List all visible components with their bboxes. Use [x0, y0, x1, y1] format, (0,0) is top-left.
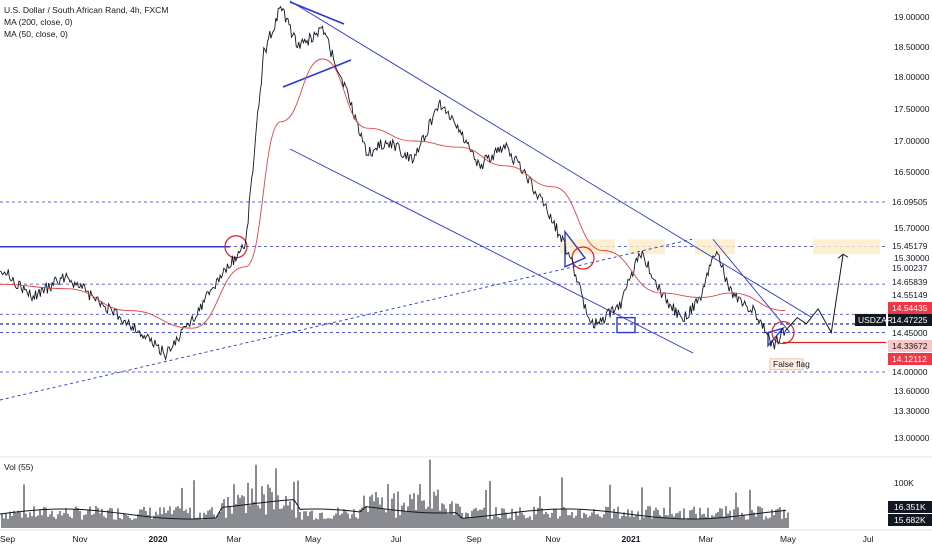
- volume-ma-line: [0, 499, 787, 520]
- x-tick-label: 2021: [622, 534, 641, 544]
- price-tag: [888, 353, 932, 365]
- highlight-zone: [813, 239, 880, 255]
- x-tick-label: May: [780, 534, 797, 544]
- x-tick-label: Mar: [699, 534, 714, 544]
- y-tick-label: 19.00000: [894, 12, 930, 22]
- x-tick-label: Nov: [72, 534, 88, 544]
- highlight-zone: [695, 239, 735, 255]
- y-tick-label: 18.00000: [894, 72, 930, 82]
- trend-line: [282, 59, 352, 88]
- price-tag-label: 14.55149: [892, 290, 928, 300]
- x-tick-label: 2020: [149, 534, 168, 544]
- x-tick-label: May: [305, 534, 322, 544]
- ma-line: [0, 58, 786, 329]
- y-tick-label: 17.50000: [894, 104, 930, 114]
- y-tick-label: 17.00000: [894, 136, 930, 146]
- y-tick-label: 13.60000: [894, 386, 930, 396]
- projection-arrowhead: [837, 253, 849, 259]
- flag-triangle: [564, 229, 587, 268]
- price-tag: [888, 240, 932, 252]
- y-tick-label: 13.30000: [894, 406, 930, 416]
- trend-line: [712, 238, 791, 333]
- x-tick-label: Sep: [466, 534, 481, 544]
- flag-box: [616, 316, 636, 334]
- trend-line: [289, 1, 345, 25]
- price-tag-label: 14.33672: [892, 341, 928, 351]
- price-axis-panel: [886, 0, 932, 550]
- x-tick-label: Jul: [863, 534, 874, 544]
- trend-line: [289, 148, 694, 354]
- projection-path: [784, 254, 844, 335]
- x-tick-label: Sep: [0, 534, 15, 544]
- volume-tick-label: 15.682K: [894, 515, 926, 525]
- price-tag: [888, 327, 932, 339]
- chart-title: U.S. Dollar / South African Rand, 4h, FX…: [4, 5, 169, 15]
- price-tag: [888, 276, 932, 288]
- price-tag-label: 14.45000: [892, 328, 928, 338]
- price-tag: [888, 340, 932, 352]
- chart-legend: U.S. Dollar / South African Rand, 4h, FX…: [4, 4, 168, 40]
- volume-legend: Vol (55): [4, 462, 34, 472]
- price-tag: [888, 289, 932, 301]
- price-tag-label: 16.09505: [892, 197, 928, 207]
- annotation-box: [769, 358, 804, 371]
- price-tag: [888, 262, 932, 274]
- price-tag-label: 14.00000: [892, 367, 928, 377]
- trend-line: [0, 238, 693, 401]
- annotation-label: False flag: [773, 359, 810, 369]
- symbol-label: USDZAR: [858, 315, 893, 325]
- symbol-tag: [855, 314, 886, 326]
- price-tag-label: 15.00237: [892, 263, 928, 273]
- price-tag-label: 15.45179: [892, 241, 928, 251]
- price-series: [0, 5, 786, 362]
- highlight-circle: [771, 320, 795, 345]
- ma-200-label: MA (200, close, 0): [4, 17, 73, 27]
- highlight-zone: [560, 239, 615, 255]
- x-tick-label: Jul: [391, 534, 402, 544]
- y-tick-label: 15.30000: [894, 253, 930, 263]
- x-tick-label: Nov: [545, 534, 561, 544]
- price-tag: [888, 196, 932, 208]
- price-tag-label: 14.54435: [892, 303, 928, 313]
- false-flag-pattern: [767, 326, 786, 348]
- volume-tag: [888, 514, 932, 526]
- price-tag: [888, 302, 932, 314]
- volume-tick-label: 100K: [894, 478, 914, 488]
- price-tag-label: 14.47225: [892, 315, 928, 325]
- price-tag-label: 14.12112: [892, 354, 927, 364]
- y-tick-label: 16.50000: [894, 167, 930, 177]
- highlight-zone: [628, 239, 665, 255]
- trend-line: [289, 0, 813, 319]
- price-tag: [888, 366, 932, 378]
- y-tick-label: 13.00000: [894, 433, 930, 443]
- y-tick-label: 18.50000: [894, 42, 930, 52]
- x-tick-label: Mar: [227, 534, 242, 544]
- highlight-circle: [224, 235, 248, 259]
- volume-tag: [888, 501, 932, 513]
- price-tag: [888, 314, 932, 326]
- y-tick-label: 15.70000: [894, 223, 930, 233]
- price-tag-label: 14.65839: [892, 277, 928, 287]
- volume-tick-label: 16.351K: [894, 502, 926, 512]
- ma-50-label: MA (50, close, 0): [4, 29, 68, 39]
